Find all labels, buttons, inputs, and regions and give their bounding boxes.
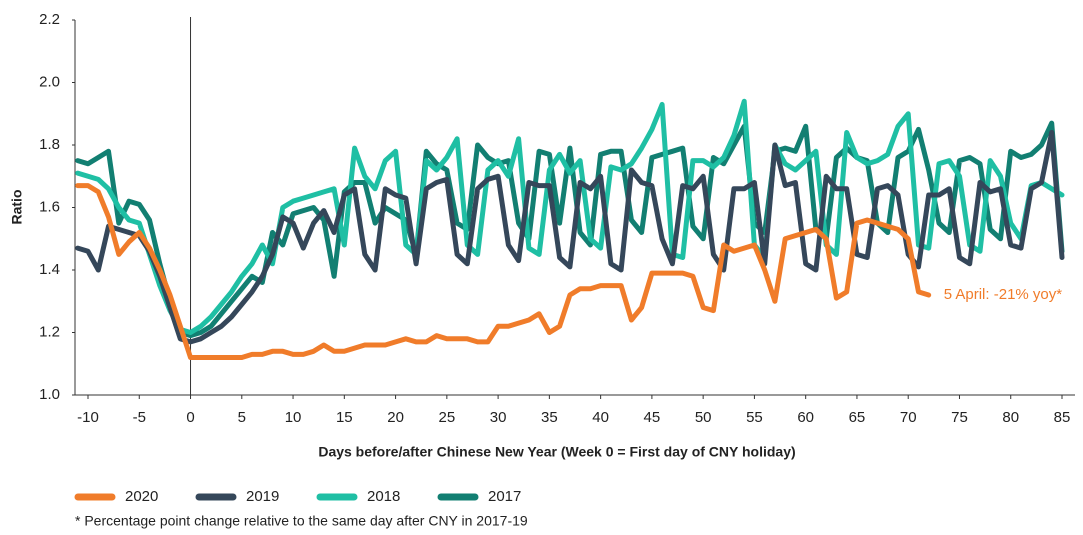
x-tick-label: 40	[592, 409, 609, 426]
y-axis-label: Ratio	[9, 190, 25, 225]
footnote: * Percentage point change relative to th…	[75, 513, 528, 529]
x-tick-label: 85	[1054, 409, 1071, 426]
y-tick-label: 1.6	[39, 198, 60, 215]
legend-label: 2018	[367, 488, 400, 505]
x-tick-label: 80	[1002, 409, 1019, 426]
x-tick-label: 5	[238, 409, 246, 426]
series-line	[75, 98, 1065, 335]
x-tick-label: 65	[849, 409, 866, 426]
y-tick-label: 1.4	[39, 261, 60, 278]
x-axis-label: Days before/after Chinese New Year (Week…	[318, 444, 795, 460]
y-tick-label: 2.0	[39, 73, 60, 90]
x-tick-label: 35	[541, 409, 558, 426]
series-line	[75, 130, 1065, 345]
x-tick-label: 30	[490, 409, 507, 426]
x-tick-label: -10	[77, 409, 99, 426]
legend-label: 2020	[125, 488, 158, 505]
y-tick-label: 1.0	[39, 386, 60, 403]
y-tick-label: 1.8	[39, 136, 60, 153]
y-tick-label: 2.2	[39, 11, 60, 28]
x-tick-label: -5	[133, 409, 146, 426]
x-tick-label: 25	[438, 409, 455, 426]
y-tick-label: 1.2	[39, 323, 60, 340]
x-tick-label: 20	[387, 409, 404, 426]
x-tick-label: 15	[336, 409, 353, 426]
series-line	[75, 183, 932, 360]
x-tick-label: 0	[186, 409, 194, 426]
x-tick-label: 50	[695, 409, 712, 426]
x-tick-label: 55	[746, 409, 763, 426]
legend-label: 2017	[488, 488, 521, 505]
series-line	[75, 120, 1065, 339]
x-tick-label: 60	[797, 409, 814, 426]
legend-label: 2019	[246, 488, 279, 505]
x-tick-label: 70	[900, 409, 917, 426]
x-tick-label: 75	[951, 409, 968, 426]
x-tick-label: 45	[644, 409, 661, 426]
annotation: 5 April: -21% yoy*	[944, 286, 1063, 303]
x-tick-label: 10	[285, 409, 302, 426]
